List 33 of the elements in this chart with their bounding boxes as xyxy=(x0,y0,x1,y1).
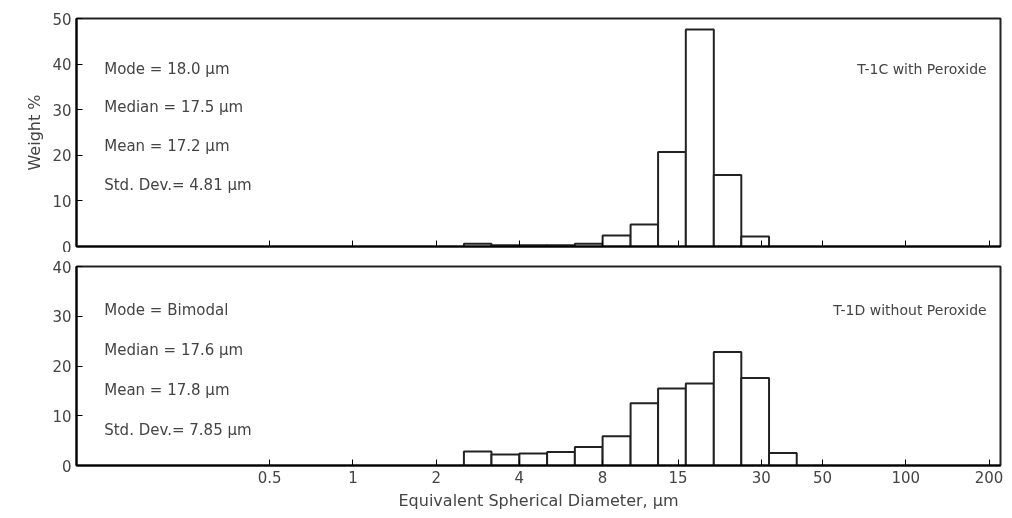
y-tick-label: 10 xyxy=(52,192,72,211)
annotation: Median = 17.6 μm xyxy=(104,341,244,360)
annotation: Mean = 17.2 μm xyxy=(104,137,230,156)
x-tick-label: 30 xyxy=(751,468,771,487)
y-tick-label: 10 xyxy=(52,407,72,426)
y-tick-label: 20 xyxy=(52,358,72,376)
annotation: Mode = Bimodal xyxy=(104,301,229,320)
annotation: T-1C with Peroxide xyxy=(856,60,987,77)
x-tick-label: 2 xyxy=(431,468,441,487)
x-tick-label: 15 xyxy=(668,468,688,487)
annotation: Mode = 18.0 μm xyxy=(104,59,230,78)
x-tick-label: 8 xyxy=(597,468,608,487)
x-axis-title: Equivalent Spherical Diameter, μm xyxy=(398,490,679,510)
y-tick-label: 0 xyxy=(61,238,72,257)
annotation: Median = 17.5 μm xyxy=(104,98,244,117)
x-tick-label: 1 xyxy=(348,468,358,487)
x-tick-label: 200 xyxy=(974,468,1004,487)
y-tick-label: 30 xyxy=(52,308,72,327)
y-axis-title: Weight % xyxy=(25,94,45,171)
annotation: Std. Dev.= 7.85 μm xyxy=(104,420,252,439)
y-tick-label: 0 xyxy=(61,457,72,476)
y-tick-label: 20 xyxy=(52,147,72,166)
x-tick-label: 0.5 xyxy=(257,468,282,487)
y-tick-label: 40 xyxy=(52,56,72,75)
x-tick-label: 50 xyxy=(813,468,833,487)
annotation: T-1D without Peroxide xyxy=(832,302,987,319)
y-tick-label: 30 xyxy=(52,101,72,120)
y-tick-label: 50 xyxy=(52,10,72,29)
x-tick-label: 100 xyxy=(891,468,921,487)
annotation: Mean = 17.8 μm xyxy=(104,380,230,399)
annotation: Std. Dev.= 4.81 μm xyxy=(104,175,252,194)
x-tick-label: 4 xyxy=(514,468,525,487)
y-tick-label: 40 xyxy=(52,258,72,277)
